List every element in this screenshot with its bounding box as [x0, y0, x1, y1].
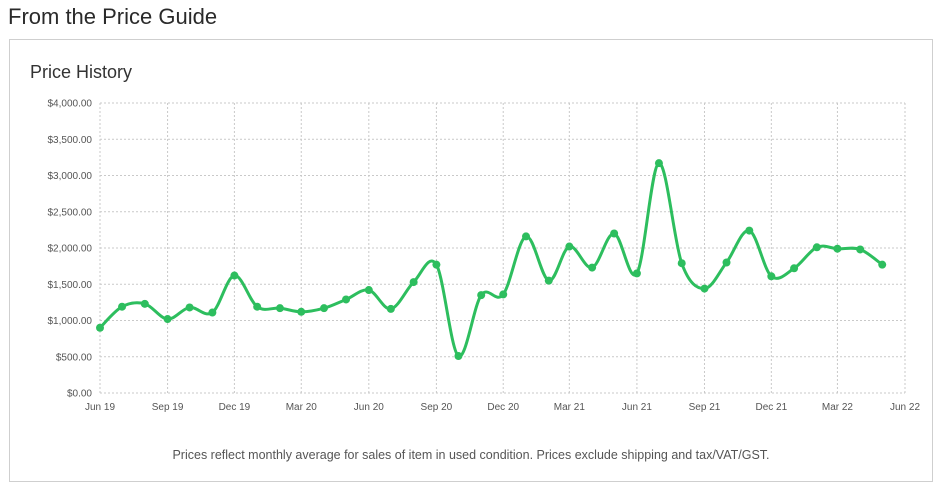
x-tick-label: Sep 19	[152, 402, 184, 413]
data-point[interactable]	[812, 243, 821, 252]
data-point[interactable]	[588, 263, 597, 272]
y-tick-label: $500.00	[56, 352, 93, 363]
y-tick-label: $4,000.00	[48, 99, 93, 110]
price-history-chart: $0.00 $500.00 $1,000.00 $1,500.00 $2,000.00 $…	[48, 99, 921, 414]
y-tick-label: $3,500.00	[48, 135, 93, 146]
data-point[interactable]	[477, 291, 486, 300]
x-tick-label: Sep 21	[689, 402, 721, 413]
data-point[interactable]	[454, 352, 463, 361]
y-tick-label: $0.00	[67, 389, 92, 400]
data-point[interactable]	[522, 232, 531, 241]
data-point[interactable]	[565, 242, 574, 251]
data-point[interactable]	[790, 264, 799, 273]
data-point[interactable]	[856, 245, 865, 254]
x-tick-label: Mar 20	[286, 402, 318, 413]
chart-title: Price History	[30, 62, 133, 82]
y-tick-label: $1,000.00	[48, 316, 93, 327]
x-tick-label: Jun 19	[85, 402, 115, 413]
data-point[interactable]	[118, 302, 127, 311]
grid-layer	[99, 102, 906, 394]
data-point[interactable]	[163, 315, 172, 324]
x-tick-label: Jun 20	[354, 402, 384, 413]
data-point[interactable]	[833, 244, 842, 253]
data-point[interactable]	[364, 286, 373, 295]
data-point[interactable]	[677, 259, 686, 268]
data-point[interactable]	[432, 260, 441, 269]
data-point[interactable]	[878, 260, 887, 269]
data-point[interactable]	[745, 226, 754, 235]
series-line-layer	[98, 161, 884, 358]
x-tick-label: Mar 22	[822, 402, 854, 413]
data-point[interactable]	[253, 302, 262, 311]
y-tick-label: $2,000.00	[48, 244, 93, 255]
y-tick-label: $2,500.00	[48, 207, 93, 218]
data-point[interactable]	[409, 278, 418, 287]
data-points-layer	[96, 159, 887, 361]
x-tick-label: Dec 21	[755, 402, 787, 413]
section-title: From the Price Guide	[8, 4, 218, 29]
data-point[interactable]	[544, 276, 553, 285]
y-tick-label: $1,500.00	[48, 280, 93, 291]
data-point[interactable]	[700, 284, 709, 293]
x-tick-label: Dec 20	[487, 402, 519, 413]
x-tick-label: Dec 19	[219, 402, 251, 413]
data-point[interactable]	[208, 308, 217, 317]
data-point[interactable]	[386, 304, 395, 313]
x-tick-label: Jun 21	[622, 402, 652, 413]
data-point[interactable]	[499, 290, 508, 299]
data-point[interactable]	[96, 323, 104, 332]
data-point[interactable]	[297, 307, 306, 316]
x-tick-label: Mar 21	[554, 402, 586, 413]
price-footnote: Prices reflect monthly average for sales…	[172, 448, 770, 462]
x-tick-label: Jun 22	[890, 402, 920, 413]
data-point[interactable]	[632, 269, 641, 278]
y-tick-label: $3,000.00	[48, 171, 93, 182]
axis-labels-layer: $0.00 $500.00 $1,000.00 $1,500.00 $2,000.00 $…	[48, 99, 921, 414]
data-point[interactable]	[275, 304, 284, 313]
data-point[interactable]	[722, 258, 731, 267]
price-history-card: Price History $0.00 $500.00 $1,000.00 $1,50…	[9, 39, 933, 482]
data-point[interactable]	[230, 271, 239, 280]
x-tick-label: Sep 20	[421, 402, 453, 413]
data-point[interactable]	[767, 272, 776, 281]
price-series-line	[98, 161, 884, 358]
data-point[interactable]	[610, 229, 619, 238]
data-point[interactable]	[320, 304, 329, 313]
data-point[interactable]	[185, 303, 194, 312]
data-point[interactable]	[342, 295, 351, 304]
data-point[interactable]	[140, 299, 149, 308]
data-point[interactable]	[654, 159, 663, 168]
